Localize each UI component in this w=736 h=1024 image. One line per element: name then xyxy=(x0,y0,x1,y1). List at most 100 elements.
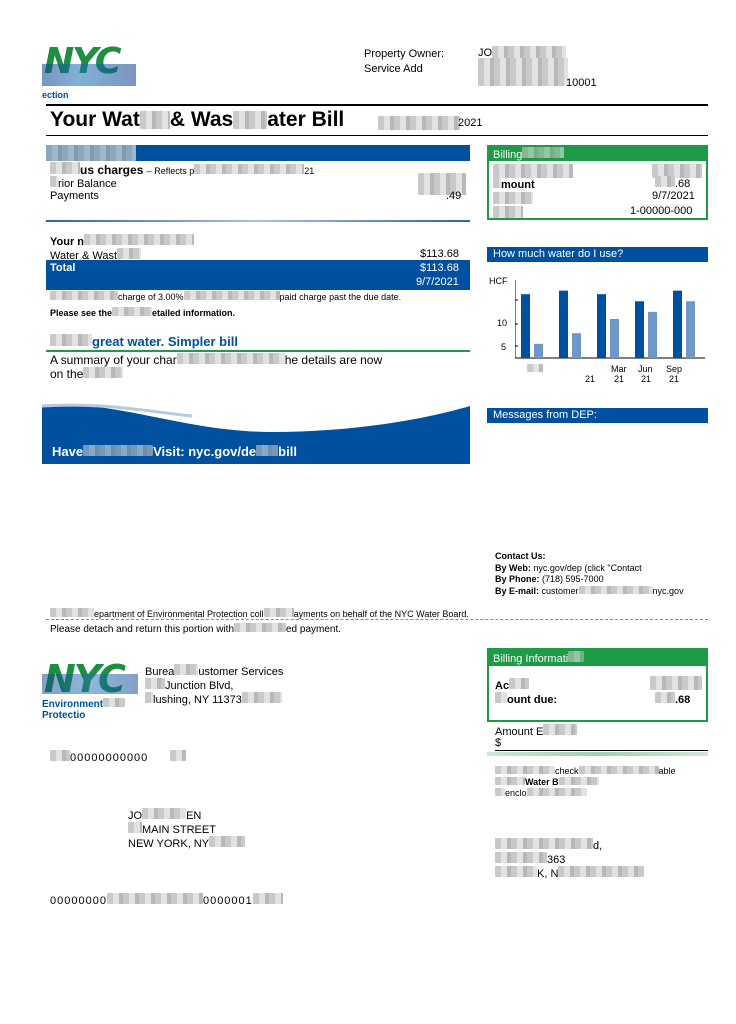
recipient-street: MAIN STREET xyxy=(128,822,216,836)
xtick-mar-year: 21 xyxy=(614,374,625,384)
xtick-0 xyxy=(527,364,543,374)
xtick-0b: 21 xyxy=(585,374,596,384)
usage-bar-s1-2 xyxy=(610,319,619,358)
prior-balance-value-redaction xyxy=(418,173,466,195)
scanline: 00000000 0000001 xyxy=(50,893,283,907)
payments-label: Payments xyxy=(50,190,99,202)
prior-balance-label: rior Balance xyxy=(50,176,117,190)
billing-account-redaction xyxy=(493,164,573,178)
usage-bar-s1-1 xyxy=(572,333,581,358)
xtick-jun-year: 21 xyxy=(641,374,652,384)
bill-title: Your Wat & Was ater Bill xyxy=(50,108,345,131)
billing-amount-label: mount xyxy=(493,177,535,191)
usage-bar-s0-0 xyxy=(521,294,530,358)
remit-address-1: d, xyxy=(495,838,602,852)
xtick-jun: Jun xyxy=(638,364,653,374)
usage-unit-label: HCF xyxy=(489,276,508,286)
usage-bar-s1-3 xyxy=(648,311,657,358)
service-address-value: 10001 xyxy=(566,77,597,89)
promo-summary-line2: on the xyxy=(50,367,124,381)
promo-rule xyxy=(46,350,470,352)
contact-web: By Web: nyc.gov/dep (click "Contact xyxy=(495,563,642,573)
usage-bar-s1-4 xyxy=(686,301,695,358)
promo-banner-text: Have Visit: nyc.gov/de bill xyxy=(52,444,297,459)
billing-account-value-redaction xyxy=(652,164,702,178)
total-value: $113.68 xyxy=(420,262,459,274)
payments-value: .49 xyxy=(446,190,462,202)
bureau-name: Burea ustomer Services xyxy=(145,664,284,678)
ytick-5: 5 xyxy=(501,342,507,352)
logo-blur xyxy=(42,64,136,86)
stub-billing-box xyxy=(487,666,708,722)
title-rule-bottom xyxy=(46,135,708,136)
usage-bar-s0-1 xyxy=(559,290,568,358)
recipient-name: JO EN xyxy=(128,808,202,822)
summary-bar-redaction xyxy=(46,145,136,161)
detach-line xyxy=(46,619,708,620)
amount-enclosed-underline-tint xyxy=(487,752,708,756)
previous-charges-heading: us charges – Reflects p 21 xyxy=(50,162,314,177)
billing-amount-value: .68 xyxy=(655,176,690,190)
usage-chart-plot xyxy=(515,280,705,359)
summary-section-bar xyxy=(46,145,470,161)
check-instruction-1: check able xyxy=(495,766,676,776)
xtick-sep-year: 21 xyxy=(669,374,680,384)
total-due-date: 9/7/2021 xyxy=(416,276,459,288)
contact-email: By E-mail: customer nyc.gov xyxy=(495,586,684,596)
check-instruction-2: Water B xyxy=(495,777,599,787)
usage-bar-s0-2 xyxy=(597,294,606,358)
dep-logo: NYC ection xyxy=(42,44,138,100)
title-rule-top xyxy=(46,104,708,106)
new-charges-heading: Your n xyxy=(50,234,195,248)
usage-heading: How much water do I use? xyxy=(487,247,708,262)
contact-heading: Contact Us: xyxy=(495,551,546,561)
title-date-redaction xyxy=(378,116,460,130)
usage-bar-s0-3 xyxy=(635,301,644,358)
stub-logo-env: Environment xyxy=(42,698,126,710)
usage-bar-s0-4 xyxy=(673,290,682,358)
total-bar xyxy=(46,260,470,290)
stub-account-label: Ac xyxy=(495,678,530,692)
usage-chart: HCF 10 5 21 Mar 21 Jun 21 Sep 21 xyxy=(487,270,708,388)
stub-dep-logo: NYC Environment Protectio xyxy=(42,660,140,722)
remit-address-3: K, N xyxy=(495,866,645,880)
messages-heading: Messages from DEP: xyxy=(487,408,708,423)
water-charges-label: Water & Wast xyxy=(50,248,142,262)
dep-collection-note: epartment of Environmental Protection co… xyxy=(50,608,469,619)
check-instruction-3: enclo xyxy=(495,788,587,798)
xtick-sep: Sep xyxy=(666,364,683,374)
contact-phone: By Phone: (718) 595-7000 xyxy=(495,574,604,584)
service-address-label: Service Add xyxy=(364,63,423,75)
ytick-10: 10 xyxy=(497,318,508,328)
billing-acct-label-redaction xyxy=(493,206,523,218)
see-detail-note: Please see the etailed information. xyxy=(50,307,236,318)
billing-due-label-redaction xyxy=(493,192,533,204)
service-address-redaction xyxy=(478,58,568,86)
stub-amount-due-label: ount due: xyxy=(495,692,557,706)
billing-account-number: 1-00000-000 xyxy=(630,205,693,217)
late-charge-note: charge of 3.00% paid charge past the due … xyxy=(50,291,401,302)
usage-bar-s1-0 xyxy=(534,343,543,358)
property-owner-value: JO xyxy=(478,46,567,60)
billing-heading: Billing xyxy=(493,147,565,161)
stub-account-barcode: 00000000000 xyxy=(50,750,187,764)
remit-address-2: 363 xyxy=(495,852,565,866)
detach-instruction: Please detach and return this portion wi… xyxy=(50,623,342,635)
recipient-city: NEW YORK, NY xyxy=(128,836,246,850)
stub-amount-due-value: .68 xyxy=(655,692,690,706)
title-date-suffix: 2021 xyxy=(458,117,483,129)
property-owner-label: Property Owner: xyxy=(364,48,445,60)
amount-enclosed-field[interactable]: $ xyxy=(495,737,708,751)
dollar-sign: $ xyxy=(495,737,502,749)
bureau-address-2: lushing, NY 11373 xyxy=(145,692,282,706)
amount-enclosed-label: Amount E xyxy=(495,724,578,738)
billing-due-date: 9/7/2021 xyxy=(652,190,695,202)
stub-logo-tint xyxy=(42,674,138,694)
stub-logo-protection: Protectio xyxy=(42,710,86,721)
total-label: Total xyxy=(50,262,76,274)
xtick-mar: Mar xyxy=(611,364,627,374)
stub-account-value-redaction xyxy=(650,676,702,690)
bureau-address-1: Junction Blvd, xyxy=(145,678,233,692)
promo-summary: A summary of your char he details are now xyxy=(50,353,383,367)
stub-billing-heading: Billing Informati xyxy=(493,651,585,665)
